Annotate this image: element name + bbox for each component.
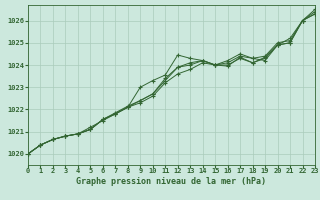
X-axis label: Graphe pression niveau de la mer (hPa): Graphe pression niveau de la mer (hPa) — [76, 177, 267, 186]
